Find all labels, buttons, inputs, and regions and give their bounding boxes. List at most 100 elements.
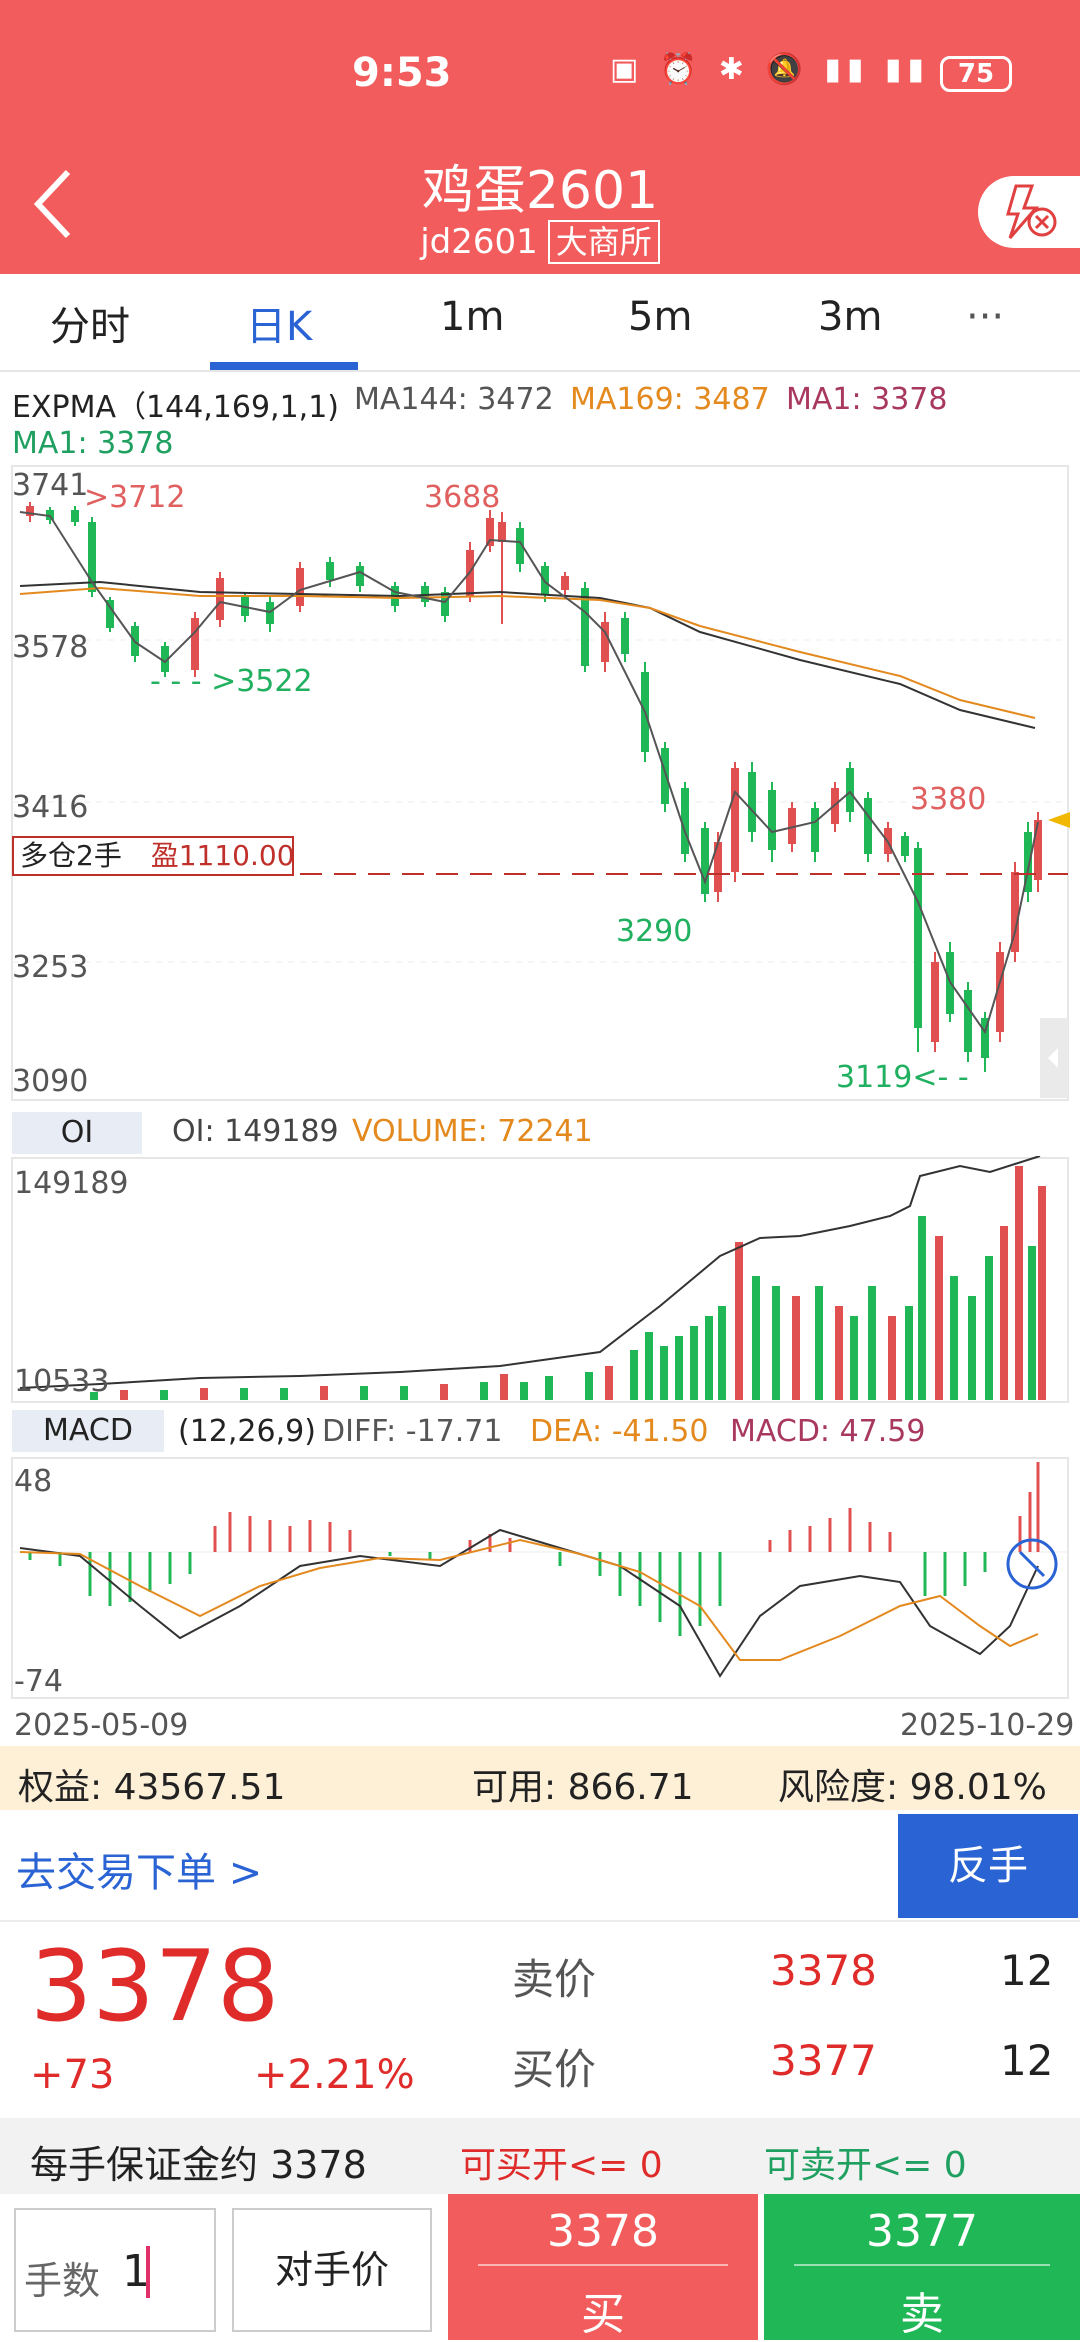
reverse-button[interactable]: 反手	[898, 1814, 1078, 1918]
expma-label: EXPMA（144,169,1,1)	[12, 390, 340, 425]
price-axis-label: 3578	[12, 630, 89, 665]
macd-params: (12,26,9)	[178, 1414, 316, 1449]
collapse-arrow-icon	[1048, 1048, 1058, 1068]
high-annotation-mid: 3688	[424, 480, 501, 515]
can-buy-open: 可买开<= 0	[460, 2145, 663, 2186]
go-trade-label: 去交易下单 >	[16, 1850, 263, 1896]
price-axis-label: 3090	[12, 1064, 89, 1099]
diff-value: DIFF: -17.71	[322, 1414, 503, 1449]
macd-histogram	[28, 1462, 1040, 1636]
sell-button[interactable]: 3377 卖	[764, 2194, 1080, 2340]
macd-value: MACD: 47.59	[730, 1414, 926, 1449]
position-tag[interactable]: 多仓2手 盈1110.00	[12, 836, 295, 876]
macd-axis-top: 48	[14, 1464, 53, 1499]
go-trade-link[interactable]: 去交易下单 >	[0, 1814, 898, 1918]
volume-value: VOLUME: 72241	[352, 1114, 593, 1149]
status-time: 9:53	[352, 50, 452, 96]
period-tabs: 分时 日K 1m 5m 3m ···	[0, 274, 1080, 372]
quantity-label: 手数	[24, 2259, 101, 2303]
ma169-value: MA169: 3487	[570, 382, 770, 417]
macd-axis-bottom: -74	[14, 1664, 63, 1699]
high-annotation-right: 3380	[910, 782, 987, 817]
text-cursor	[146, 2246, 150, 2298]
contract-subtitle: jd2601 大商所	[0, 220, 1080, 264]
ma1-line	[19, 511, 1039, 1035]
more-tabs-icon[interactable]: ···	[966, 294, 1005, 340]
ma169-line	[19, 586, 1036, 719]
contract-code: jd2601	[420, 222, 538, 262]
macd-chart[interactable]	[0, 1456, 1080, 1700]
bid-label: 买价	[512, 2045, 597, 2094]
risk-text: 风险度: 98.01%	[778, 1767, 1047, 1808]
ma1-value-line2: MA1: 3378	[12, 426, 174, 461]
margin-text: 每手保证金约 3378	[30, 2143, 367, 2187]
expand-icon[interactable]	[1006, 1538, 1058, 1590]
last-price-marker	[1048, 812, 1070, 828]
oi-line	[19, 1156, 1041, 1389]
candlestick-chart[interactable]	[0, 462, 1080, 1102]
ask-volume: 12	[1000, 1946, 1054, 1995]
back-icon[interactable]	[26, 164, 86, 244]
ask-price[interactable]: 3378	[770, 1946, 877, 1995]
status-icons: ▣ ⏰ ✱ 🔕 ▮▮ ▮▮	[610, 52, 930, 87]
divider	[794, 2264, 1050, 2266]
tab-timeshare[interactable]: 分时	[50, 304, 130, 350]
low-annotation-left: - - - >3522	[150, 664, 313, 699]
tab-indicator	[210, 362, 358, 370]
available-text: 可用: 866.71	[472, 1767, 694, 1808]
tab-daily[interactable]: 日K	[246, 304, 313, 350]
low-annotation-mid: 3290	[616, 914, 693, 949]
oi-axis-bottom: 10533	[14, 1364, 110, 1399]
position-label: 多仓2手	[20, 839, 122, 872]
exchange-badge: 大商所	[547, 220, 660, 264]
macd-selector[interactable]: MACD	[12, 1410, 164, 1452]
ma144-line	[19, 580, 1036, 729]
dea-line	[19, 1538, 1039, 1661]
buy-price: 3378	[547, 2206, 659, 2257]
tab-5m[interactable]: 5m	[628, 294, 693, 340]
candles	[26, 502, 1042, 1072]
end-date: 2025-10-29	[900, 1708, 1075, 1743]
header-bar: 9:53 ▣ ⏰ ✱ 🔕 ▮▮ ▮▮ 75 鸡蛋2601 jd2601 大商所	[0, 0, 1080, 274]
oi-axis-top: 149189	[14, 1166, 129, 1201]
buy-label: 买	[581, 2289, 625, 2340]
oi-value: OI: 149189	[172, 1114, 339, 1149]
bid-volume: 12	[1000, 2036, 1054, 2085]
ask-label: 卖价	[512, 1955, 597, 2004]
buy-button[interactable]: 3378 买	[448, 2194, 758, 2340]
sell-price: 3377	[866, 2206, 978, 2257]
margin-bar: 每手保证金约 3378 可买开<= 0 可卖开<= 0	[0, 2118, 1080, 2194]
price-change-pct: +2.21%	[254, 2052, 415, 2098]
price-axis-label: 3741	[12, 468, 89, 503]
flash-icon	[1006, 184, 1057, 239]
high-annotation-left: >3712	[84, 480, 186, 515]
flash-trade-button[interactable]	[978, 176, 1080, 248]
profit-label: 盈1110.00	[150, 839, 295, 872]
start-date: 2025-05-09	[14, 1708, 189, 1743]
trade-bar: 手数 1 对手价 3378 买 3377 卖	[0, 2194, 1080, 2340]
dea-value: DEA: -41.50	[530, 1414, 709, 1449]
volume-bars	[90, 1166, 1046, 1400]
account-bar: 权益: 43567.51 可用: 866.71 风险度: 98.01%	[0, 1746, 1080, 1810]
battery-icon: 75	[940, 56, 1012, 92]
last-price: 3378	[30, 1930, 280, 2044]
price-axis-label: 3253	[12, 950, 89, 985]
volume-oi-chart[interactable]	[0, 1156, 1080, 1404]
price-change: +73	[30, 2052, 115, 2098]
bid-price[interactable]: 3377	[770, 2036, 877, 2085]
oi-selector[interactable]: OI	[12, 1112, 142, 1154]
low-annotation-right: 3119<- -	[836, 1060, 969, 1095]
tab-3m[interactable]: 3m	[818, 294, 883, 340]
quantity-input[interactable]: 手数 1	[14, 2208, 216, 2332]
equity-text: 权益: 43567.51	[18, 1767, 286, 1808]
page-title: 鸡蛋2601	[421, 161, 659, 221]
divider	[478, 2264, 728, 2266]
sell-label: 卖	[900, 2289, 944, 2340]
quantity-value: 1	[122, 2246, 150, 2297]
can-sell-open: 可卖开<= 0	[764, 2145, 967, 2186]
ma1-value: MA1: 3378	[786, 382, 948, 417]
counter-price-button[interactable]: 对手价	[232, 2208, 432, 2332]
tab-1m[interactable]: 1m	[440, 294, 505, 340]
ma144-value: MA144: 3472	[354, 382, 554, 417]
divider	[0, 1920, 1080, 1922]
